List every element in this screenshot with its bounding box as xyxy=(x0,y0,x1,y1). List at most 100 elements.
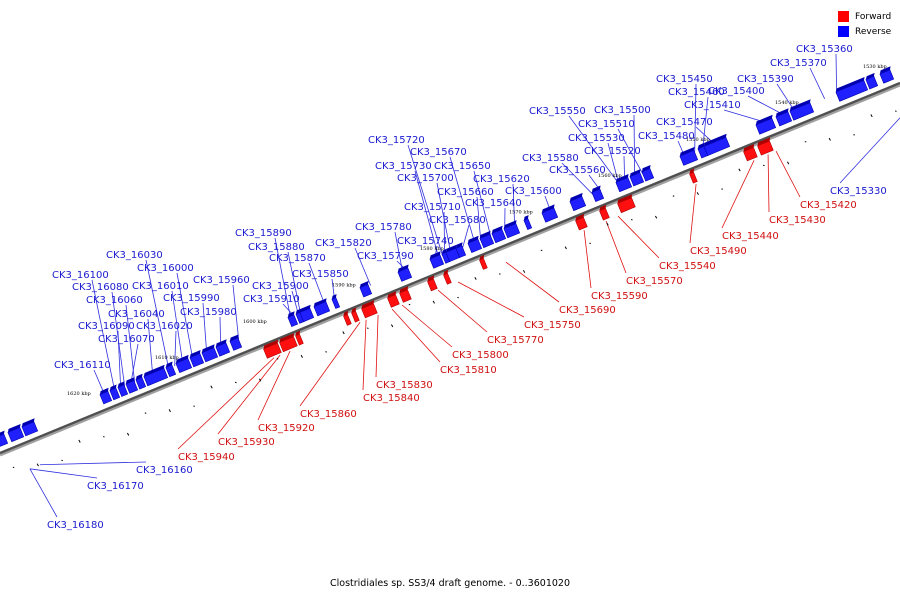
minor-tick xyxy=(168,409,171,413)
reverse-gene-block-top xyxy=(125,377,135,384)
reverse-gene-label: CK3_15580 xyxy=(522,153,579,164)
reverse-gene-label: CK3_15600 xyxy=(505,186,562,197)
reverse-leader-line xyxy=(39,461,147,466)
reverse-gene-label: CK3_16010 xyxy=(132,281,189,292)
reverse-gene-label: CK3_15980 xyxy=(180,307,237,318)
reverse-gene-block-top xyxy=(879,66,891,74)
reverse-gene-block-top xyxy=(143,364,165,377)
reverse-gene-block-top xyxy=(641,165,651,172)
forward-gene-block-top xyxy=(689,168,695,174)
reverse-gene-label: CK3_15900 xyxy=(252,281,309,292)
minor-tick xyxy=(870,114,873,118)
forward-gene-block xyxy=(479,258,488,270)
minor-tick xyxy=(522,270,526,273)
axis-tick-label: 1590 kbp xyxy=(332,282,356,288)
reverse-gene-label: CK3_16080 xyxy=(72,282,129,293)
minor-tick xyxy=(300,354,303,358)
reverse-swatch xyxy=(838,26,849,37)
forward-gene-block-top xyxy=(443,269,449,275)
reverse-gene-block-top xyxy=(0,430,5,436)
reverse-leader-line xyxy=(476,196,482,241)
reverse-leader-line xyxy=(747,95,785,116)
reverse-gene-block xyxy=(835,80,869,102)
forward-gene-label: CK3_15930 xyxy=(218,437,275,448)
forward-gene-block xyxy=(387,294,400,308)
reverse-gene-label: CK3_16060 xyxy=(86,295,143,306)
minor-tick xyxy=(828,137,831,141)
reverse-leader-line xyxy=(287,251,302,315)
axis-tick-label: 1570 kbp xyxy=(509,210,533,216)
reverse-gene-label: CK3_15360 xyxy=(796,44,853,55)
reverse-gene-block-top xyxy=(109,384,117,391)
reverse-leader-line xyxy=(561,162,593,195)
reverse-gene-label: CK3_15400 xyxy=(708,86,765,97)
reverse-gene-label: CK3_15820 xyxy=(315,238,372,249)
legend-forward: Forward xyxy=(838,9,891,24)
reverse-leader-line xyxy=(835,53,838,94)
reverse-gene-block xyxy=(629,172,645,187)
forward-gene-block-top xyxy=(743,144,755,152)
forward-gene-block-top xyxy=(295,330,301,336)
forward-gene-block xyxy=(743,147,758,162)
forward-gene-block-top xyxy=(351,307,357,313)
reverse-gene-label: CK3_15850 xyxy=(292,269,349,280)
minor-tick xyxy=(606,222,609,226)
reverse-gene-block xyxy=(703,136,731,156)
reverse-gene-block-top xyxy=(569,192,583,202)
reverse-leader-line xyxy=(176,272,194,359)
reverse-gene-block xyxy=(523,218,533,230)
axis-tick-label: 1550 kbp xyxy=(686,137,710,143)
forward-gene-block xyxy=(689,171,698,184)
reverse-gene-block-top xyxy=(189,350,201,358)
forward-gene-label: CK3_15770 xyxy=(487,335,544,346)
forward-leader-line xyxy=(299,322,361,407)
reverse-gene-block-top xyxy=(397,264,409,273)
reverse-leader-line xyxy=(617,128,644,174)
reverse-gene-label: CK3_15680 xyxy=(429,215,486,226)
forward-gene-block-top xyxy=(757,137,771,146)
minor-tick xyxy=(210,385,213,389)
axis-tick-label: 1600 kbp xyxy=(243,319,267,325)
reverse-leader-line xyxy=(512,183,516,227)
axis-tick-label: 1610 kbp xyxy=(155,355,179,361)
reverse-gene-block-top xyxy=(503,220,517,229)
forward-gene-label: CK3_15920 xyxy=(258,423,315,434)
minor-tick xyxy=(342,331,345,335)
reverse-gene-block-top xyxy=(359,280,369,288)
forward-gene-block-top xyxy=(479,255,485,261)
reverse-gene-block xyxy=(755,118,777,135)
forward-leader-line xyxy=(401,304,453,348)
reverse-gene-label: CK3_15370 xyxy=(770,58,827,69)
minor-tick xyxy=(36,463,39,467)
reverse-gene-label: CK3_15880 xyxy=(248,242,305,253)
forward-gene-label: CK3_15840 xyxy=(363,393,420,404)
reverse-gene-block-top xyxy=(441,248,447,254)
reverse-gene-label: CK3_15710 xyxy=(404,202,461,213)
reverse-gene-block-top xyxy=(865,72,875,80)
reverse-gene-block xyxy=(99,390,113,405)
reverse-gene-block-top xyxy=(21,418,35,427)
reverse-gene-block xyxy=(165,364,177,378)
reverse-gene-block-top xyxy=(491,225,503,234)
reverse-leader-line xyxy=(462,224,470,248)
reverse-leader-line xyxy=(308,262,326,305)
forward-leader-line xyxy=(362,319,367,391)
axis-tick-label: 1580 kbp xyxy=(420,246,444,252)
reverse-gene-label: CK3_15460 xyxy=(668,87,725,98)
forward-leader-line xyxy=(721,160,755,229)
reverse-gene-label: CK3_15990 xyxy=(163,293,220,304)
reverse-gene-block-top xyxy=(591,185,601,193)
reverse-gene-block-top xyxy=(679,146,695,157)
forward-leader-line xyxy=(391,308,441,363)
reverse-leader-line xyxy=(607,142,620,184)
reverse-gene-label: CK3_16110 xyxy=(54,360,111,371)
reverse-gene-label: CK3_15790 xyxy=(357,251,414,262)
reverse-leader-line xyxy=(407,144,444,256)
forward-gene-label: CK3_15430 xyxy=(769,215,826,226)
reverse-gene-label: CK3_15530 xyxy=(568,133,625,144)
forward-gene-label: CK3_15690 xyxy=(559,305,616,316)
reverse-gene-label: CK3_15660 xyxy=(437,187,494,198)
reverse-leader-line xyxy=(274,237,292,319)
reverse-leader-line xyxy=(202,302,208,353)
reverse-leader-line xyxy=(443,211,446,256)
